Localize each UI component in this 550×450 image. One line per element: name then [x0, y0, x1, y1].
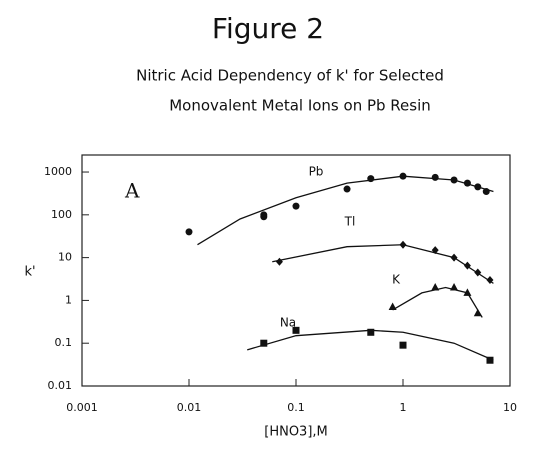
point [473, 308, 482, 317]
x-tick-label: 1 [400, 401, 407, 414]
subtitle: Nitric Acid Dependency of k' for Selecte… [136, 67, 444, 85]
point [463, 179, 471, 187]
point [482, 188, 490, 196]
x-tick-label: 0.001 [66, 401, 98, 414]
y-tick-label: 1000 [44, 165, 72, 178]
point [431, 283, 440, 291]
x-tick-label: 0.1 [287, 401, 305, 414]
point [292, 326, 300, 334]
point [486, 356, 494, 364]
point [431, 246, 439, 255]
y-axis-label: k' [24, 265, 35, 280]
point [431, 173, 439, 181]
point [399, 240, 407, 249]
series-label: Na [280, 316, 296, 330]
point [343, 185, 351, 193]
chart-title: Figure 2 [212, 12, 324, 45]
x-tick-label: 0.01 [177, 401, 202, 414]
fit-curve [247, 329, 494, 361]
point [450, 253, 458, 262]
point [399, 172, 407, 180]
fit-curve [272, 244, 494, 284]
y-tick-label: 100 [51, 208, 72, 221]
x-tick-label: 10 [503, 401, 517, 414]
point [275, 257, 283, 266]
series-label: Tl [344, 215, 356, 229]
point [260, 211, 268, 219]
fit-curve [392, 286, 483, 318]
point [367, 328, 375, 336]
point [474, 268, 482, 277]
series-label: Pb [309, 165, 324, 179]
point [185, 228, 193, 236]
point [367, 175, 375, 183]
point [474, 183, 482, 191]
point [260, 339, 268, 347]
point [463, 288, 472, 296]
point [450, 176, 458, 184]
plot-frame [81, 154, 511, 387]
point [388, 302, 397, 311]
series-label: K [392, 273, 401, 287]
point [463, 261, 471, 270]
point [486, 275, 494, 284]
point [450, 283, 459, 291]
y-tick-label: 0.1 [55, 336, 73, 349]
y-tick-label: 1 [65, 293, 72, 306]
subtitle: Monovalent Metal Ions on Pb Resin [169, 97, 431, 115]
x-axis-label: [HNO3],M [264, 425, 328, 440]
point [292, 202, 300, 210]
y-tick-label: 0.01 [48, 379, 73, 392]
annotation: A [124, 179, 140, 203]
point [399, 341, 407, 349]
y-tick-label: 10 [58, 251, 72, 264]
